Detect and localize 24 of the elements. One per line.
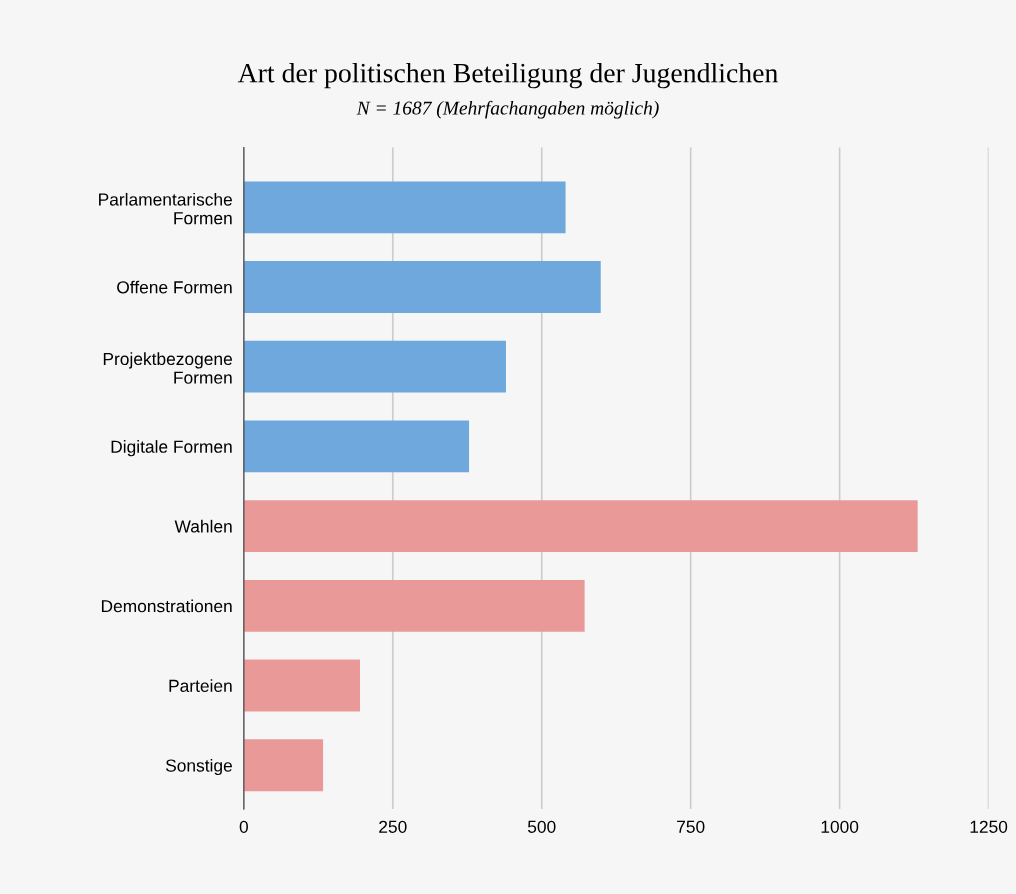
x-tick-label: 250 (379, 820, 407, 833)
bar (243, 261, 601, 313)
y-tick-label: Wahlen (174, 519, 232, 533)
y-tick-label: Projektbezogene Formen (103, 352, 232, 384)
bar (243, 420, 470, 473)
x-tick-label: 1000 (821, 820, 859, 833)
y-tick-label: Digitale Formen (111, 440, 232, 457)
bar (243, 659, 361, 712)
x-tick-label: 0 (239, 820, 248, 833)
chart-subtitle: N = 1687 (Mehrfachangaben möglich) (356, 100, 659, 119)
x-tick-label: 750 (677, 820, 705, 833)
y-tick-label: Offene Formen (117, 280, 232, 294)
y-tick-label: Sonstige (165, 758, 232, 776)
chart-title: Art der politischen Beteiligung der Jugendlichen (237, 62, 778, 89)
y-tick-label: Demonstrationen (101, 599, 232, 613)
x-tick-label: 1250 (970, 820, 1008, 833)
x-tick-label: 500 (527, 820, 556, 833)
bar (243, 739, 324, 792)
y-tick-label: Parlamentarische Formen (99, 192, 232, 225)
y-tick-label: Parteien (169, 679, 232, 692)
bar (243, 340, 506, 393)
bar (243, 579, 585, 632)
bar (243, 500, 918, 553)
bar (243, 181, 566, 234)
